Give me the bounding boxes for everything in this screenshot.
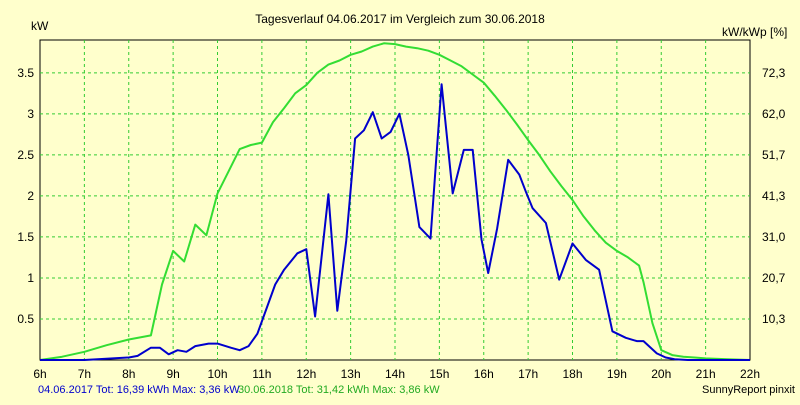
x-tick-label: 6h <box>33 367 46 381</box>
series-line-30-06-2018 <box>39 42 751 361</box>
y-tick-label-right: 62,0 <box>762 107 786 121</box>
x-tick-label: 21h <box>696 367 716 381</box>
x-tick-label: 22h <box>740 367 760 381</box>
x-axis-ticks: 6h 7h 8h 9h 10h 11h 12h 13h 14h 15h 16h 17h 18h 19h 20… <box>33 367 760 381</box>
x-tick-label: 11h <box>252 367 271 381</box>
x-tick-label: 20h <box>651 367 671 381</box>
x-tick-label: 15h <box>429 367 449 381</box>
y-tick-label-right: 41,3 <box>762 189 786 203</box>
x-tick-label: 8h <box>122 367 135 381</box>
y-tick-label-right: 72,3 <box>762 66 786 80</box>
chart-title: Tagesverlauf 04.06.2017 im Vergleich zum… <box>255 12 545 26</box>
legend-series-2-summary: 30.06.2018 Tot: 31,42 kWh Max: 3,86 kW <box>238 384 440 396</box>
y-tick-label-left: 3.5 <box>17 66 34 80</box>
y-axis-label-left: kW <box>31 19 49 33</box>
x-tick-label: 13h <box>341 367 361 381</box>
x-tick-label: 10h <box>207 367 227 381</box>
x-tick-label: 17h <box>518 367 538 381</box>
x-tick-label: 19h <box>607 367 627 381</box>
y-axis-ticks-right: 10,3 20,7 31,0 41,3 51,7 62,0 72,3 <box>762 66 786 326</box>
y-tick-label-left: 2 <box>27 189 34 203</box>
series-lines <box>39 42 751 361</box>
y-tick-label-right: 10,3 <box>762 312 786 326</box>
y-axis-label-right: kW/kWp [%] <box>722 25 787 39</box>
x-tick-label: 12h <box>296 367 316 381</box>
x-tick-label: 7h <box>78 367 91 381</box>
series-line-04-06-2017 <box>40 83 750 361</box>
legend-series-1-summary: 04.06.2017 Tot: 16,39 kWh Max: 3,36 kW <box>38 384 240 396</box>
y-tick-label-left: 1.5 <box>17 230 34 244</box>
grid-lines <box>40 40 750 360</box>
y-tick-label-right: 20,7 <box>762 271 786 285</box>
y-tick-label-left: 3 <box>27 107 34 121</box>
y-tick-label-right: 51,7 <box>762 148 786 162</box>
y-axis-ticks-left: 0.5 1 1.5 2 2.5 3 3.5 <box>17 66 34 326</box>
x-tick-label: 16h <box>474 367 494 381</box>
x-tick-label: 18h <box>562 367 582 381</box>
y-tick-label-left: 2.5 <box>17 148 34 162</box>
y-tick-label-left: 0.5 <box>17 312 34 326</box>
x-tick-label: 14h <box>385 367 405 381</box>
y-tick-label-left: 1 <box>27 271 34 285</box>
x-tick-label: 9h <box>166 367 179 381</box>
y-tick-label-right: 31,0 <box>762 230 786 244</box>
credit-text: SunnyReport pinxit <box>702 384 795 396</box>
